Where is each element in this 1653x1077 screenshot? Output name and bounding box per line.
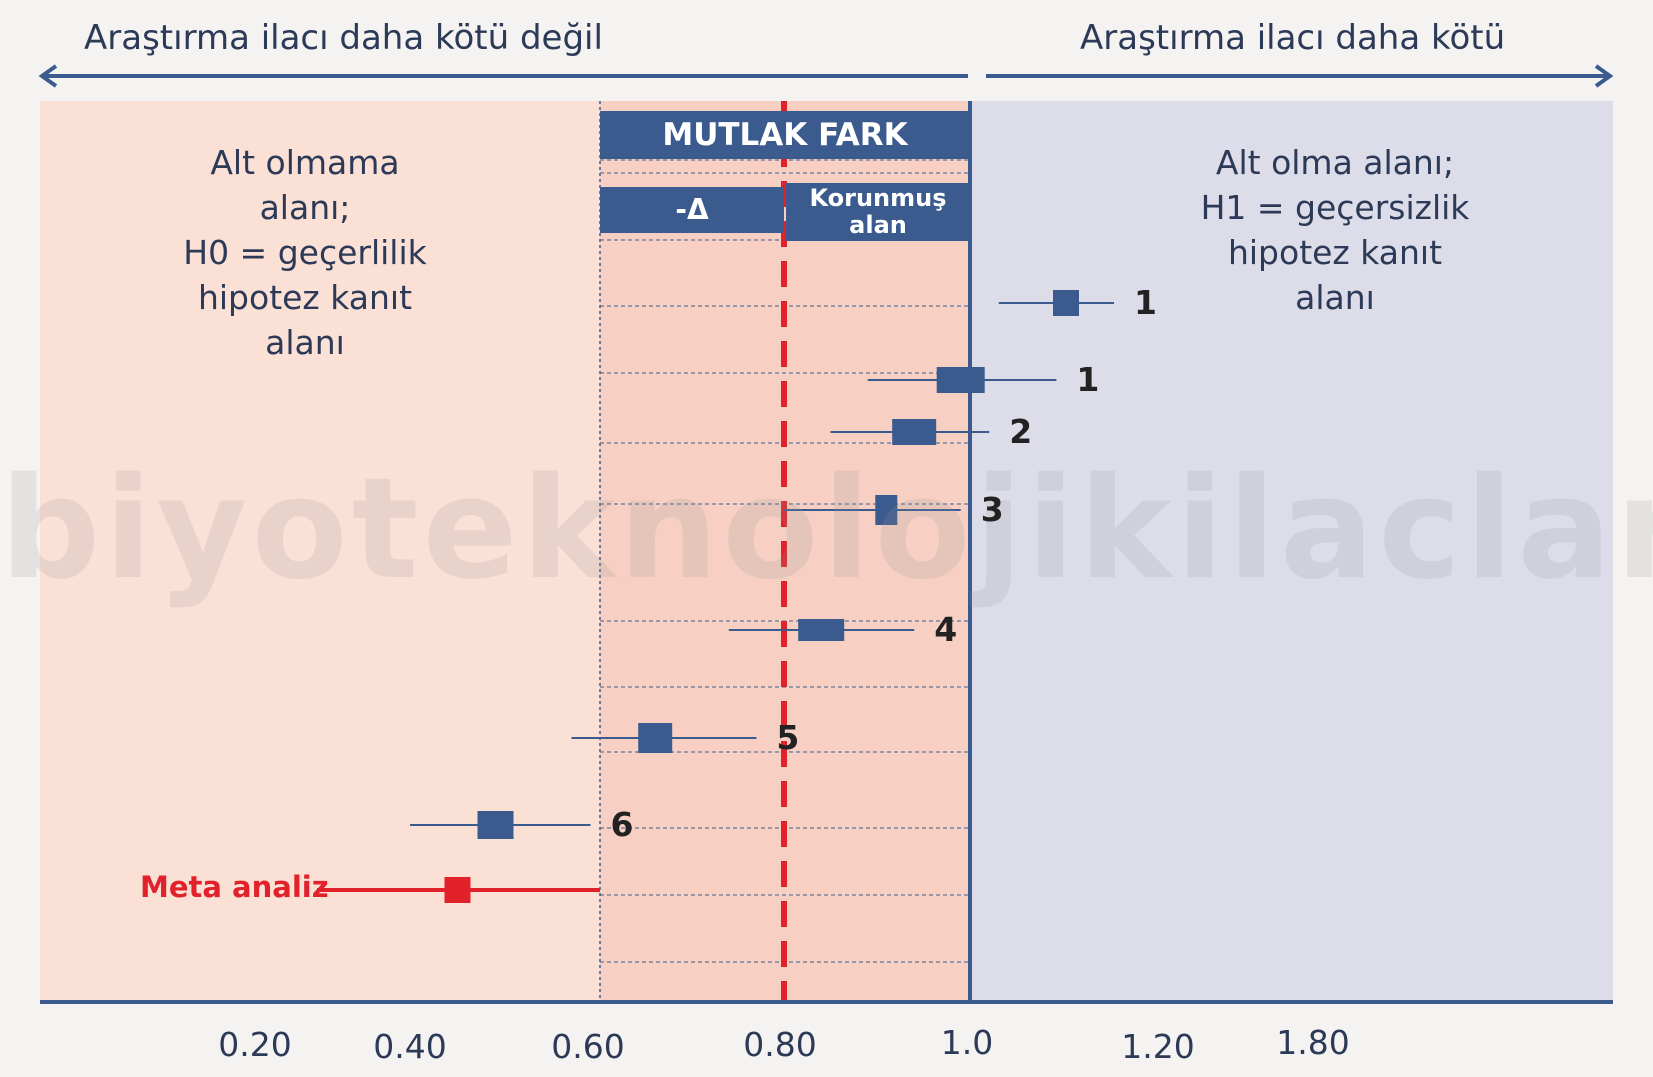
x-tick-label: 1.20 — [1121, 1027, 1195, 1066]
study-label: 1 — [1076, 360, 1100, 399]
study-point-marker — [638, 723, 673, 753]
left-arrow-head — [38, 64, 58, 88]
study-point-marker — [875, 495, 898, 525]
left-text-line: Alt olmama — [210, 143, 400, 182]
study-point-marker — [1053, 290, 1079, 316]
study-point-marker — [444, 877, 471, 903]
right-text-line: hipotez kanıt — [1227, 233, 1443, 272]
x-tick-label: 1.0 — [940, 1023, 994, 1062]
right-region — [970, 101, 1613, 1000]
left-text-line: alanı; — [259, 188, 351, 227]
study-label: 2 — [1009, 412, 1033, 451]
study-point-marker — [477, 811, 514, 839]
x-tick-label: 1.80 — [1276, 1023, 1350, 1062]
korunmus-line1: Korunmuş — [809, 184, 947, 212]
x-tick-label: 0.40 — [373, 1027, 447, 1066]
korunmus-line2: alan — [849, 211, 907, 239]
x-tick-label: 0.80 — [743, 1025, 817, 1064]
right-arrow-head — [1594, 64, 1614, 88]
study-label: 5 — [776, 718, 800, 757]
study-point-marker — [798, 619, 845, 641]
right-text-line: H1 = geçersizlik — [1200, 188, 1470, 227]
study-label: 4 — [934, 610, 958, 649]
x-tick-label: 0.60 — [551, 1027, 625, 1066]
study-markers — [317, 290, 1114, 903]
right-text-line: alanı — [1295, 278, 1375, 317]
study-point-marker — [936, 367, 985, 393]
meta-analysis-label: Meta analiz — [140, 870, 329, 904]
right-text-line: Alt olma alanı; — [1215, 143, 1455, 182]
watermark-text: biyoteknolojikilaclar.net — [0, 448, 1653, 611]
study-label: 3 — [980, 490, 1004, 529]
left-text-line: H0 = geçerlilik — [183, 233, 427, 272]
header-left-label: Araştırma ilacı daha kötü değil — [84, 18, 603, 58]
study-label: 6 — [610, 805, 634, 844]
x-tick-label: 0.20 — [218, 1025, 292, 1064]
korunmus-alan-box: Korunmuş alan — [786, 183, 970, 241]
right-region-text: Alt olma alanı; H1 = geçersizlik hipotez… — [1160, 140, 1510, 320]
left-region — [40, 101, 600, 1000]
delta-box: -Δ — [600, 187, 784, 233]
study-label: 1 — [1134, 283, 1157, 322]
left-region-text: Alt olmama alanı; H0 = geçerlilik hipote… — [150, 140, 460, 365]
left-text-line: hipotez kanıt — [197, 278, 413, 317]
left-text-line: alanı — [265, 323, 345, 362]
header-right-label: Araştırma ilacı daha kötü — [1080, 18, 1506, 58]
study-point-marker — [892, 419, 937, 445]
mutlak-fark-box: MUTLAK FARK — [600, 111, 970, 159]
